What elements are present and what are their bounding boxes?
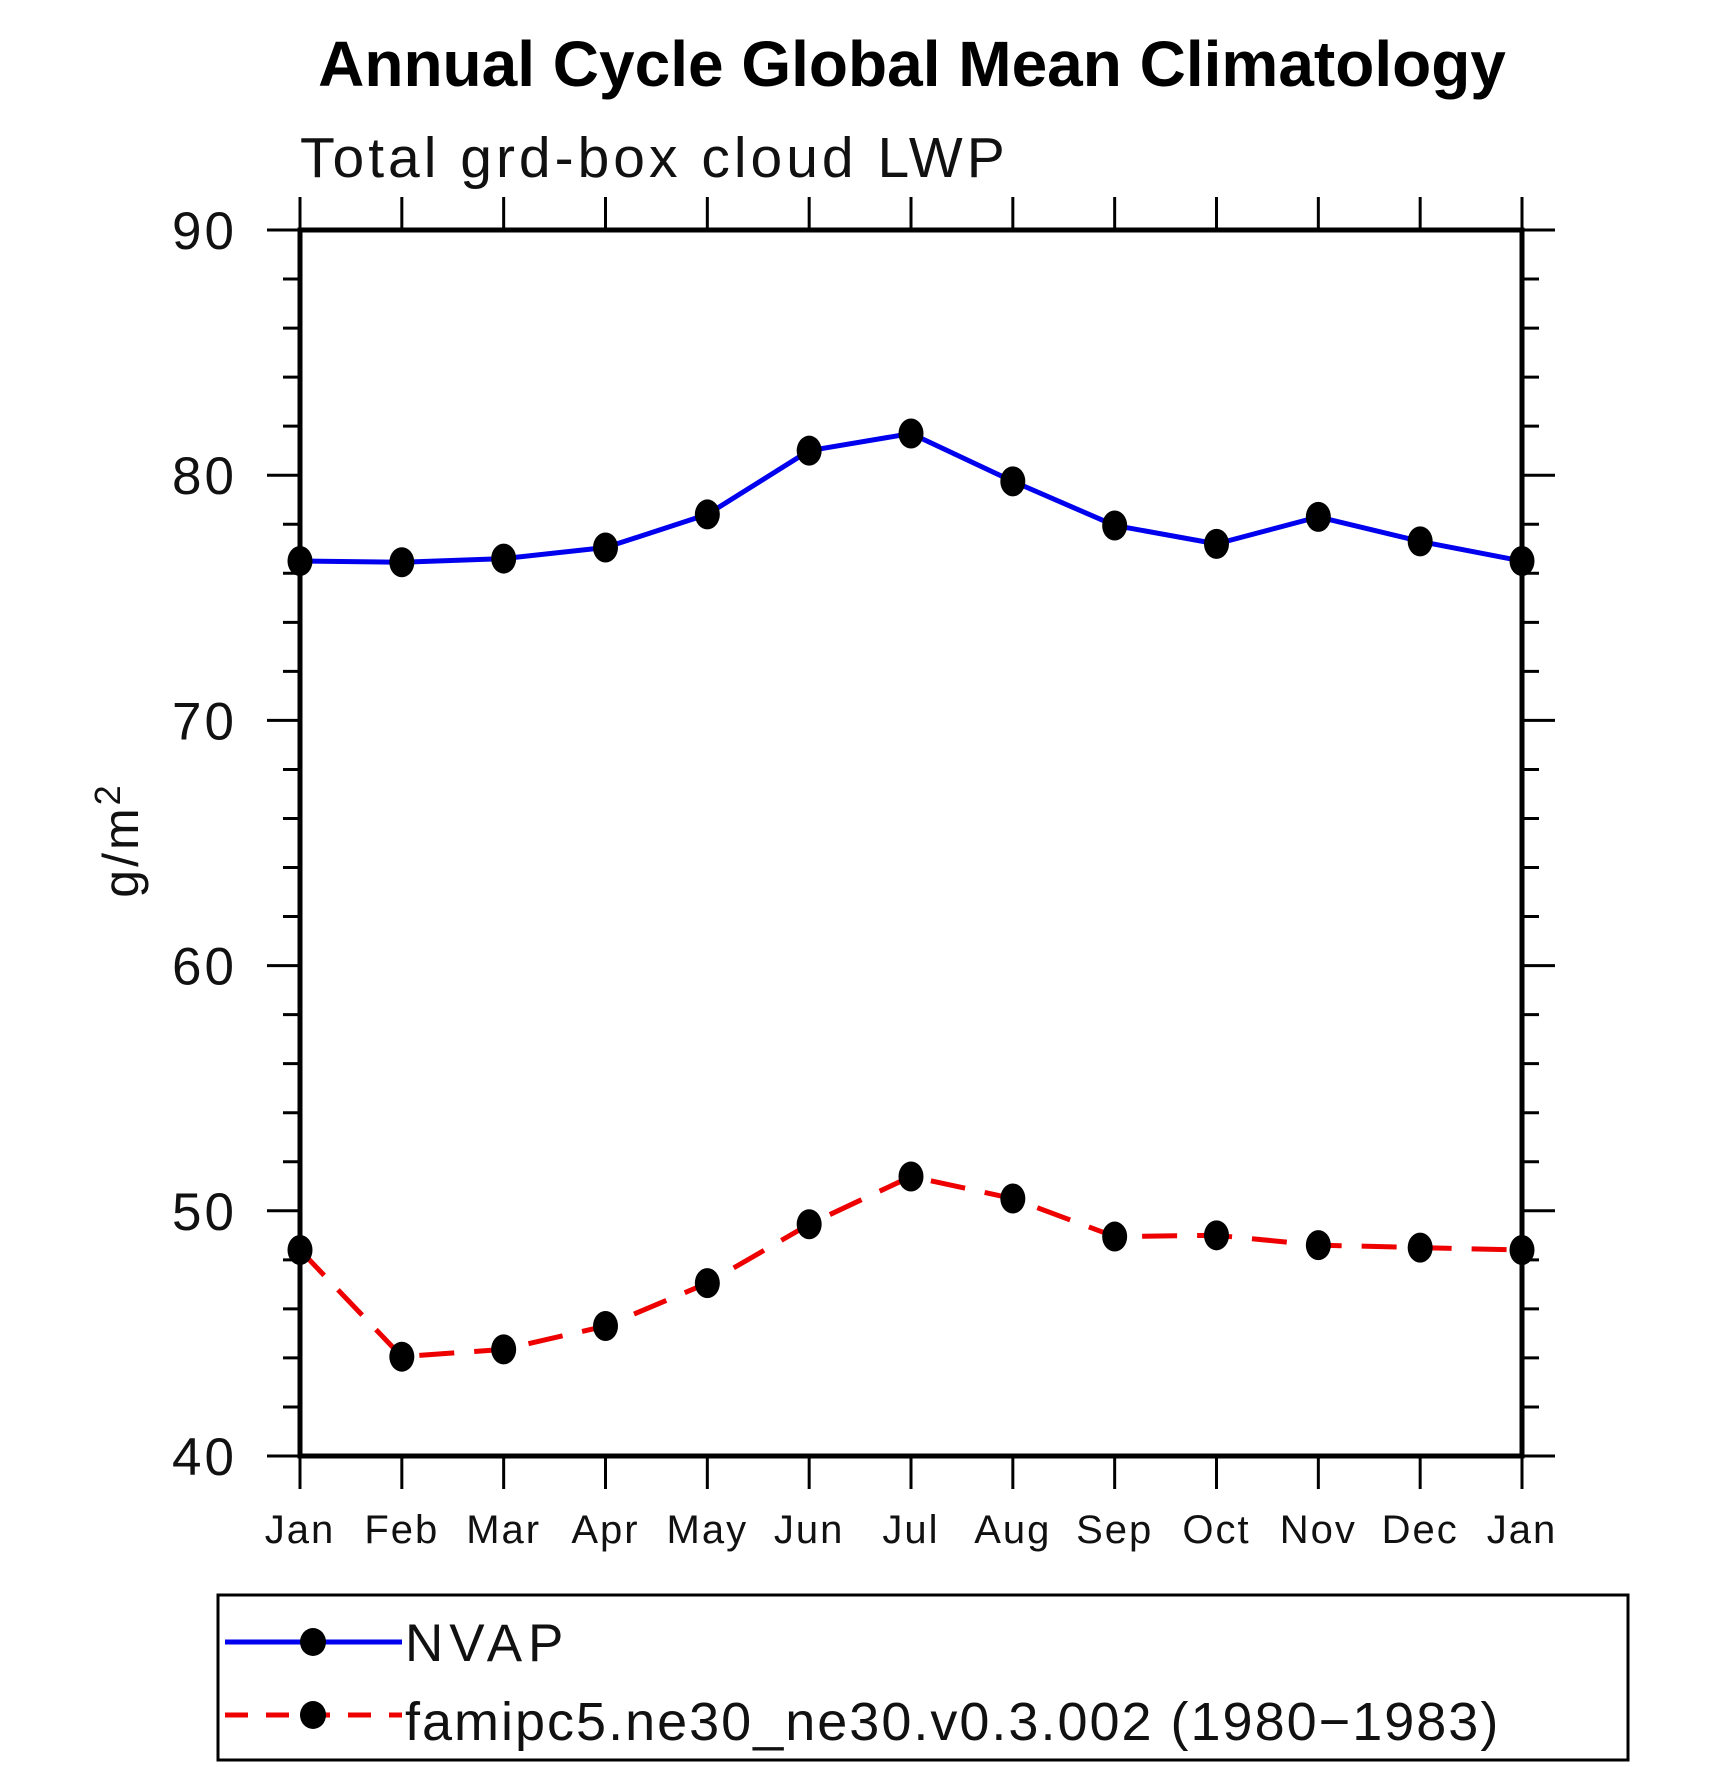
x-tick-label: Apr [571, 1508, 639, 1552]
x-tick-label: Sep [1076, 1508, 1153, 1552]
series-0-marker [1102, 510, 1128, 541]
series-0-marker [1204, 528, 1229, 559]
series-0-marker [389, 547, 415, 578]
x-tick-label: Mar [466, 1508, 541, 1552]
series-1-marker [287, 1235, 313, 1266]
series-0-marker [491, 543, 517, 574]
y-tick-label: 50 [172, 1183, 237, 1242]
series-1-marker [694, 1268, 720, 1299]
series-1-marker [1407, 1232, 1433, 1263]
y-tick-label: 90 [172, 202, 237, 261]
x-tick-label: Dec [1382, 1508, 1459, 1552]
legend-label-model: famipc5.ne30_ne30.v0.3.002 (1980−1983) [405, 1692, 1500, 1752]
legend-box [216, 1593, 1630, 1762]
series-1-marker [1000, 1183, 1026, 1214]
series-1-marker [491, 1334, 517, 1365]
legend-marker-model-icon [300, 1701, 326, 1729]
series-1-marker [796, 1209, 822, 1240]
series-1-marker [898, 1161, 924, 1192]
y-tick-label: 40 [172, 1428, 237, 1487]
y-axis-label: g/m2 [87, 782, 149, 897]
y-axis-label-exponent: 2 [87, 782, 128, 805]
chart-title: Annual Cycle Global Mean Climatology [318, 28, 1506, 100]
x-tick-label: Jun [774, 1508, 845, 1552]
series-0-marker [898, 418, 924, 449]
series-0-marker [1509, 546, 1535, 577]
legend: NVAP famipc5.ne30_ne30.v0.3.002 (1980−19… [216, 1593, 1630, 1762]
series-0-line [299, 431, 1523, 565]
series-0-marker [287, 546, 313, 577]
series-0-marker [694, 499, 720, 530]
series-0-marker [1305, 501, 1331, 532]
legend-marker-nvap-icon [300, 1628, 326, 1656]
chart-subtitle: Total grd-box cloud LWP [300, 126, 1009, 190]
y-tick-label: 80 [172, 447, 237, 506]
series-0-marker [796, 435, 822, 466]
series-1-marker [1102, 1221, 1128, 1252]
x-tick-label: Jan [265, 1508, 336, 1552]
x-tick-label: May [667, 1508, 749, 1552]
series-1-marker [389, 1341, 415, 1372]
x-tick-label: Jul [882, 1508, 939, 1552]
series-1-marker [1509, 1235, 1535, 1266]
legend-label-nvap: NVAP [405, 1614, 569, 1673]
x-tick-label: Nov [1280, 1508, 1357, 1552]
x-tick-label: Jan [1487, 1508, 1558, 1552]
x-tick-label: Aug [974, 1508, 1051, 1552]
series-0-marker [1407, 526, 1433, 557]
y-tick-label: 60 [172, 938, 237, 997]
plot-frame [297, 227, 1525, 1459]
plot-area: 90 80 70 60 50 40 Jan Feb Mar Apr May Jun Jul Aug Sep O… [172, 197, 1558, 1552]
x-tick-label: Oct [1182, 1508, 1250, 1552]
x-tick-label: Feb [364, 1508, 439, 1552]
series-1-marker [1305, 1230, 1331, 1261]
series-1-marker [593, 1311, 618, 1342]
series-1-marker [1204, 1220, 1229, 1251]
series-1-line [298, 1173, 1523, 1360]
y-tick-label: 70 [172, 692, 237, 751]
series-0-marker [1000, 466, 1026, 497]
series-0-marker [593, 532, 618, 563]
y-axis-label-base: g/m [93, 805, 149, 897]
